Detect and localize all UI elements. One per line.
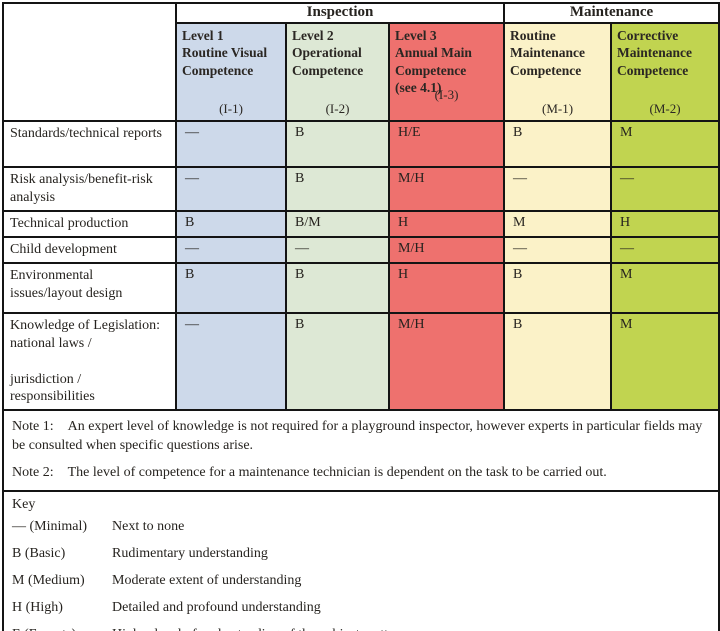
group-header-maintenance: Maintenance [503, 2, 720, 24]
value-cell: M/H [387, 311, 506, 412]
value-cell: M [503, 210, 613, 238]
value-cell: H/E [387, 120, 506, 168]
table-row: Standards/technical reports — B H/E B M [2, 120, 720, 168]
value-cell: B [503, 311, 613, 412]
key-symbol: E (Experts) [12, 627, 112, 631]
key-meaning: Next to none [112, 518, 185, 534]
note-1: Note 1: An expert level of knowledge is n… [12, 418, 710, 454]
value-cell: B [175, 210, 287, 238]
corner-cell [2, 2, 177, 122]
col-header-title: Level 3 Annual Main Competence (see 4.1) [395, 28, 472, 95]
key-entry: B (Basic) Rudimentary understanding [12, 546, 710, 562]
key-meaning: Moderate extent of understanding [112, 572, 302, 588]
key-symbol: B (Basic) [12, 545, 66, 561]
key-entry: E (Experts) Higher level of understandin… [12, 627, 710, 631]
value-cell: M/H [387, 166, 506, 212]
col-header-title: Level 1 Routine Visual Competence [182, 28, 268, 78]
value-cell: B/M [285, 210, 390, 238]
col-header-title: Routine Maintenance Competence [510, 28, 586, 78]
table-row: Child development — — M/H — — [2, 235, 720, 264]
note-2: Note 2: The level of competence for a mai… [12, 464, 710, 482]
note-2-text: The level of competence for a maintenanc… [67, 464, 607, 480]
col-header-code: (I-2) [325, 101, 350, 116]
row-label: Knowledge of Legislation: national laws … [2, 311, 177, 412]
table-row: Knowledge of Legislation: national laws … [2, 311, 720, 412]
value-cell: B [503, 261, 613, 314]
col-header-level1: Level 1 Routine Visual Competence (I-1) [175, 22, 287, 122]
key-symbol: — (Minimal) [12, 518, 88, 534]
row-label: Environmental issues/layout design [2, 261, 177, 314]
value-cell: — [610, 235, 720, 264]
note-1-text: An expert level of knowledge is not requ… [12, 419, 703, 453]
note-1-label: Note 1: [12, 419, 54, 435]
row-label: Technical production [2, 210, 177, 238]
group-header-inspection: Inspection [174, 2, 506, 24]
value-cell: — [175, 120, 287, 168]
col-header-corrective-maintenance: Corrective Maintenance Competence (M-2) [610, 22, 720, 122]
key-meaning: Rudimentary understanding [112, 545, 268, 561]
col-header-title: Corrective Maintenance Competence [617, 28, 693, 78]
notes-section: Note 1: An expert level of knowledge is n… [1, 409, 720, 492]
col-header-level3: Level 3 Annual Main Competence (see 4.1)… [387, 22, 506, 122]
table-row: Environmental issues/layout design B B H… [2, 261, 720, 314]
value-cell: — [285, 235, 390, 264]
col-header-code: (I-1) [219, 101, 243, 116]
value-cell: B [503, 120, 613, 168]
value-cell: B [285, 311, 390, 412]
value-cell: H [387, 261, 506, 314]
value-cell: H [610, 210, 720, 238]
col-header-code: (I-3) [434, 87, 459, 102]
key-symbol: H (High) [12, 599, 63, 615]
group-header-row: Inspection Maintenance [2, 2, 720, 122]
notes-row: Note 1: An expert level of knowledge is n… [1, 409, 720, 492]
key-entry: M (Medium) Moderate extent of understand… [12, 573, 710, 589]
value-cell: — [175, 166, 287, 212]
value-cell: B [285, 261, 390, 314]
key-row: Key — (Minimal) Next to none B (Basic) R… [1, 489, 720, 631]
col-header-code: (M-2) [649, 101, 681, 116]
value-cell: — [610, 166, 720, 212]
value-cell: M [610, 261, 720, 314]
row-label: Risk analysis/benefit-risk analysis [2, 166, 177, 212]
value-cell: H [387, 210, 506, 238]
value-cell: B [285, 166, 390, 212]
value-cell: B [285, 120, 390, 168]
col-header-level2: Level 2 Operational Competence (I-2) [285, 22, 390, 122]
value-cell: — [503, 166, 613, 212]
key-meaning: Detailed and profound understanding [112, 599, 321, 615]
col-header-routine-maintenance: Routine Maintenance Competence (M-1) [503, 22, 613, 122]
value-cell: M/H [387, 235, 506, 264]
key-entry: H (High) Detailed and profound understan… [12, 600, 710, 616]
value-cell: — [175, 235, 287, 264]
value-cell: M [610, 120, 720, 168]
table-row: Risk analysis/benefit-risk analysis — B … [2, 166, 720, 212]
value-cell: B [175, 261, 287, 314]
row-label: Child development [2, 235, 177, 264]
col-header-code: (M-1) [541, 101, 574, 116]
key-meaning: Higher level of understanding of the-sub… [112, 627, 710, 631]
row-label: Standards/technical reports [2, 120, 177, 168]
col-header-title: Level 2 Operational Competence [292, 28, 364, 78]
key-symbol: M (Medium) [12, 572, 85, 588]
key-title: Key [12, 496, 36, 512]
key-section: Key — (Minimal) Next to none B (Basic) R… [1, 489, 720, 631]
table-row: Technical production B B/M H M H [2, 210, 720, 238]
column-header-row: Level 1 Routine Visual Competence (I-1) … [3, 22, 720, 122]
value-cell: — [503, 235, 613, 264]
value-cell: — [175, 311, 287, 412]
key-entry: — (Minimal) Next to none [12, 519, 710, 535]
value-cell: M [610, 311, 720, 412]
note-2-label: Note 2: [12, 464, 54, 480]
